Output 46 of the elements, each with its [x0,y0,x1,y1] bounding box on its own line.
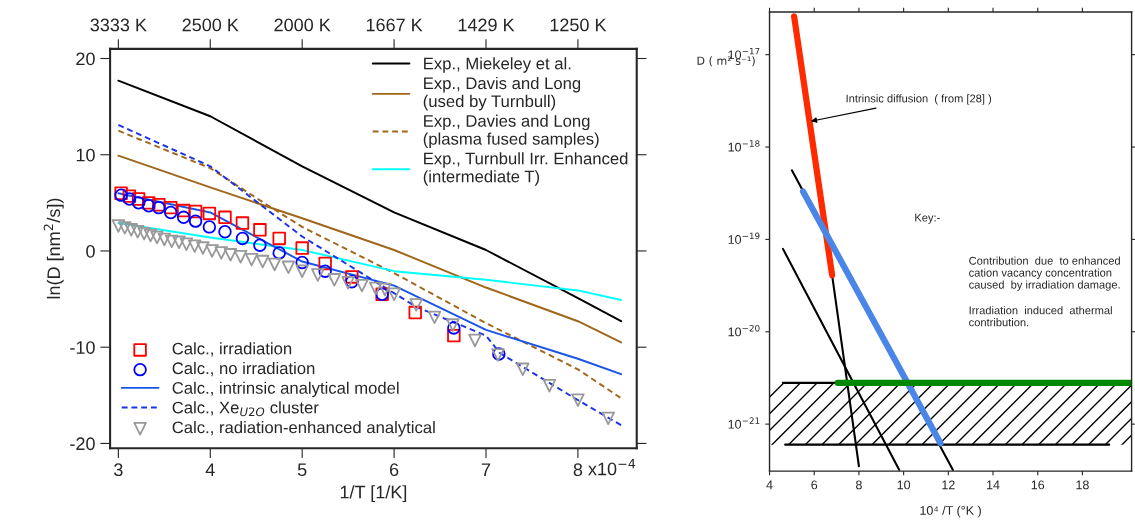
x-tick-label: 14 [987,480,1000,490]
annotation: Irradiation induced athermal contribution. [969,306,1112,327]
x-tick-label: 6 [389,463,399,477]
text: 1429 K [458,18,515,32]
text: 3333 K [90,18,147,32]
legend-label: Calc., irradiation [172,342,292,357]
y-tick-label: 10$^{−19}$ [728,232,760,244]
text: 1250 K [550,18,607,32]
x-tick-label: 10 [897,480,911,490]
legend-label: Calc., radiation-enhanced analytical [172,421,435,437]
x-tick-label: 8 [573,463,583,477]
annotation: Intrinsic diffusion ( from [28] ) [846,94,992,105]
x-tick-label: 6 [811,480,818,490]
y-tick-label: 10 [76,148,95,162]
text: 1667 K [366,18,423,32]
x-axis-title: 1/T [1/K] [340,485,407,503]
x-tick-label: 7 [481,463,491,476]
x-tick-label: 3 [114,463,123,477]
x-tick-label: 12 [942,480,955,490]
legend-label: Exp., Davis and Long (used by Turnbull) [423,76,581,111]
annotation: Key:- [915,213,940,224]
legend-label: Exp., Turnbull Irr. Enhanced (intermediate T) [423,152,628,186]
y-tick-label: 20 [76,52,95,66]
x-tick-label: 4 [205,463,215,476]
legend-label: Calc., intrinsic analytical model [172,381,399,398]
y-tick-label: -10 [70,341,95,354]
x-tick-label: 8 [856,480,862,490]
text: x10$^{−4}$ [588,459,636,476]
text: 2000 K [274,18,331,32]
y-tick-label: 10$^{−18}$ [728,140,760,152]
x-tick-label: 5 [297,463,307,477]
legend-label: Exp., Miekeley et al. [424,57,571,73]
legend-label: Calc., Xe$_{U2O}$ cluster [172,401,319,417]
x-tick-label: 18 [1076,480,1089,490]
x-tick-label: 4 [766,480,773,490]
annotation: Contribution due to enhanced cation vacancy concentration caused by irradiation damage. [969,256,1120,291]
text: 2500 K [182,18,239,32]
legend-label: Calc., no irradiation [172,361,315,377]
x-axis-title: 10⁴ /T (°K ) [920,505,981,518]
y-tick-label: 10$^{−21}$ [728,417,760,429]
legend-label: Exp., Davies and Long (plasma fused samples) [423,114,599,149]
y-axis-title: ln(D [nm$^{2}$/s]) [43,198,64,299]
y-tick-label: 10$^{−20}$ [728,324,760,337]
y-tick-label: -20 [70,437,95,451]
y-tick-label: 0 [86,244,95,258]
x-tick-label: 16 [1031,480,1045,490]
